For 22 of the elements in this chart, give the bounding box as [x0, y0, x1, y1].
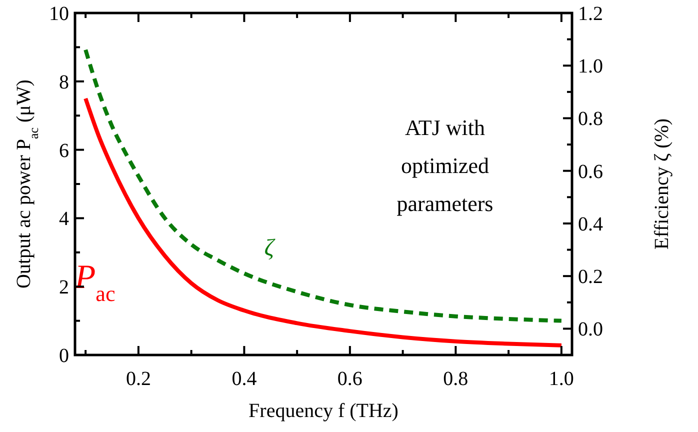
y-tick-label: 8	[59, 71, 69, 94]
y2-tick-label: 1.2	[578, 3, 603, 25]
y2-tick-label: 0.2	[578, 266, 603, 288]
y-tick-label: 4	[59, 208, 69, 230]
y-tick-label: 6	[59, 140, 69, 162]
y2-tick-label: 0.4	[578, 213, 603, 236]
x-tick-label: 0.6	[337, 368, 362, 390]
y-tick-label: 10	[49, 3, 69, 25]
y2-axis-title: Efficiency ζ (%)	[651, 118, 673, 250]
y-tick-label: 0	[59, 345, 69, 367]
x-tick-label: 0.4	[232, 368, 257, 390]
y-tick-label: 2	[59, 276, 69, 299]
x-tick-label: 0.2	[126, 368, 151, 390]
y2-tick-label: 0.0	[578, 318, 603, 341]
y2-tick-label: 1.0	[578, 56, 603, 78]
x-tick-label: 0.8	[443, 368, 468, 390]
annotation: ATJ with optimized parameters	[396, 115, 494, 216]
y2-tick-label: 0.8	[578, 108, 603, 130]
x-tick-label: 1.0	[548, 368, 574, 390]
series-label: ζ	[264, 235, 276, 262]
x-axis-title: Frequency f (THz)	[248, 400, 398, 422]
y2-tick-label: 0.6	[578, 160, 603, 183]
